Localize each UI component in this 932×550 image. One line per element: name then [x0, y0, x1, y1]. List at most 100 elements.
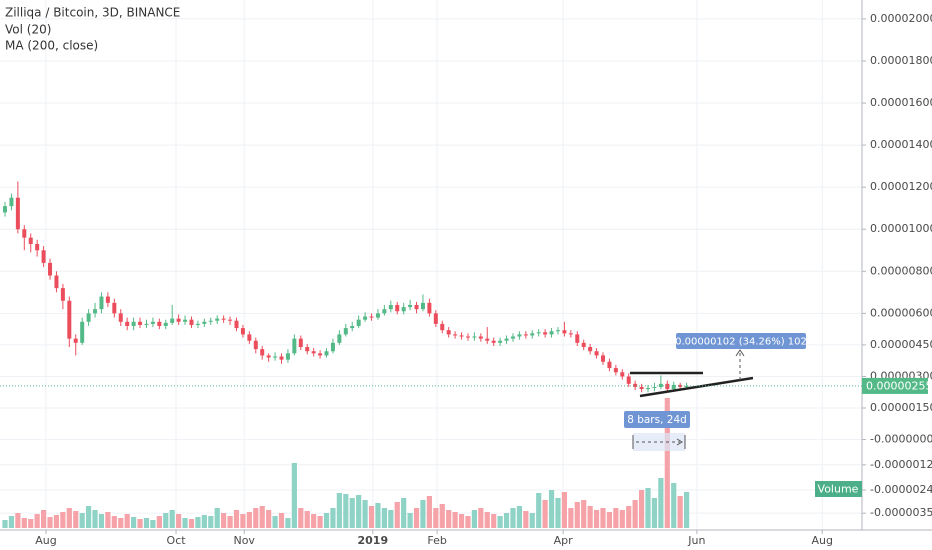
candle-body	[60, 288, 65, 301]
candle-body	[292, 338, 297, 354]
volume-bar	[613, 508, 619, 528]
candle-body	[594, 351, 599, 356]
candle-body	[581, 342, 586, 348]
candle-body	[408, 304, 413, 308]
candle-body	[215, 318, 220, 321]
candle-body	[54, 275, 59, 289]
volume-bar	[446, 510, 452, 528]
candle-body	[337, 334, 342, 343]
candle-body	[131, 321, 136, 326]
last-price-label: 0.00000255	[866, 379, 932, 392]
candle-body	[311, 351, 316, 354]
volume-bar	[632, 500, 638, 528]
x-tick-label: Jun	[687, 534, 705, 547]
volume-bar	[433, 508, 439, 528]
volume-bar	[574, 502, 580, 528]
volume-bar	[471, 510, 478, 528]
candle-body	[388, 304, 393, 310]
volume-bar	[304, 511, 310, 528]
volume-bar	[298, 508, 304, 528]
candle-body	[80, 321, 85, 343]
candle-body	[228, 319, 233, 321]
volume-bar	[491, 514, 497, 528]
candle-body	[221, 318, 226, 320]
candle-body	[427, 302, 432, 314]
volume-bar	[478, 508, 484, 528]
y-tick-label: 0.00001200	[870, 180, 932, 193]
volume-bar	[426, 496, 432, 528]
candle-body	[356, 319, 361, 326]
volume-bar	[137, 519, 143, 528]
candle-body	[105, 296, 110, 303]
volume-bar	[349, 498, 355, 528]
candle-body	[318, 353, 323, 356]
candle-body	[543, 332, 548, 335]
candle-body	[575, 334, 580, 343]
candle-body	[382, 309, 387, 314]
volume-tag	[815, 481, 862, 497]
candle-body	[15, 197, 20, 230]
candle-body	[633, 383, 638, 387]
candle-body	[22, 229, 27, 238]
y-tick-label: -0.00000120	[870, 458, 932, 471]
candle-body	[549, 331, 554, 335]
volume-bar	[497, 516, 503, 528]
volume-bar	[356, 495, 362, 528]
volume-bar	[246, 512, 252, 528]
candle-body	[3, 206, 8, 213]
volume-bar	[124, 514, 130, 528]
candle-body	[504, 338, 509, 341]
x-tick-label: Nov	[233, 534, 255, 547]
measure-bars-label: 8 bars, 24d	[627, 414, 687, 426]
candle-body	[163, 322, 168, 326]
candle-body	[86, 313, 91, 322]
volume-bar	[79, 513, 85, 528]
candle-body	[498, 340, 503, 343]
volume-bar	[15, 513, 21, 528]
volume-bar	[606, 512, 613, 528]
volume-bar	[34, 514, 40, 528]
indicator-label: MA (200, close)	[5, 39, 98, 53]
volume-bar	[227, 516, 233, 528]
candle-body	[562, 330, 567, 334]
candle-body	[363, 316, 368, 320]
candle-body	[568, 333, 573, 335]
volume-bar	[542, 500, 548, 528]
candle-body	[646, 388, 651, 390]
volume-bar	[529, 513, 535, 528]
volume-bar	[664, 398, 670, 528]
volume-bar	[388, 510, 394, 528]
candle-body	[620, 372, 625, 377]
axes: 0.00002000 0.00001800 0.00001600 0.00001400…	[35, 12, 932, 547]
candle-body	[433, 313, 438, 324]
volume-bar	[516, 506, 523, 528]
x-tick-label: Aug	[812, 534, 833, 547]
volume-bar	[53, 515, 60, 528]
measure-price-label: 0.00000102 (34.26%) 102	[675, 337, 807, 348]
volume-bar	[47, 517, 53, 528]
candle-body	[510, 336, 515, 339]
candle-body	[517, 334, 522, 337]
candle-body	[414, 304, 419, 310]
drawings: 0.00000102 (34.26%) 102 8 bars, 24d	[624, 333, 807, 451]
volume-bar	[92, 510, 98, 528]
candle-body	[665, 383, 670, 390]
candle-body	[240, 328, 245, 335]
y-tick-label: -0.00000240	[870, 483, 932, 496]
volume-bar	[163, 513, 169, 528]
candle-body	[465, 336, 470, 338]
volume-bar	[658, 478, 664, 528]
candle-body	[639, 386, 644, 390]
candle-body	[298, 338, 303, 348]
y-tick-label: 0.00001600	[870, 96, 932, 109]
candle-body	[112, 302, 117, 314]
candle-body	[273, 356, 278, 358]
volume-bar	[503, 513, 510, 528]
volume-bar	[619, 510, 625, 528]
x-tick-label: Apr	[554, 534, 574, 547]
candle-body	[678, 384, 683, 387]
y-tick-label: 0.00001800	[870, 54, 932, 67]
candle-body	[125, 321, 130, 326]
volume-bar	[452, 512, 458, 528]
